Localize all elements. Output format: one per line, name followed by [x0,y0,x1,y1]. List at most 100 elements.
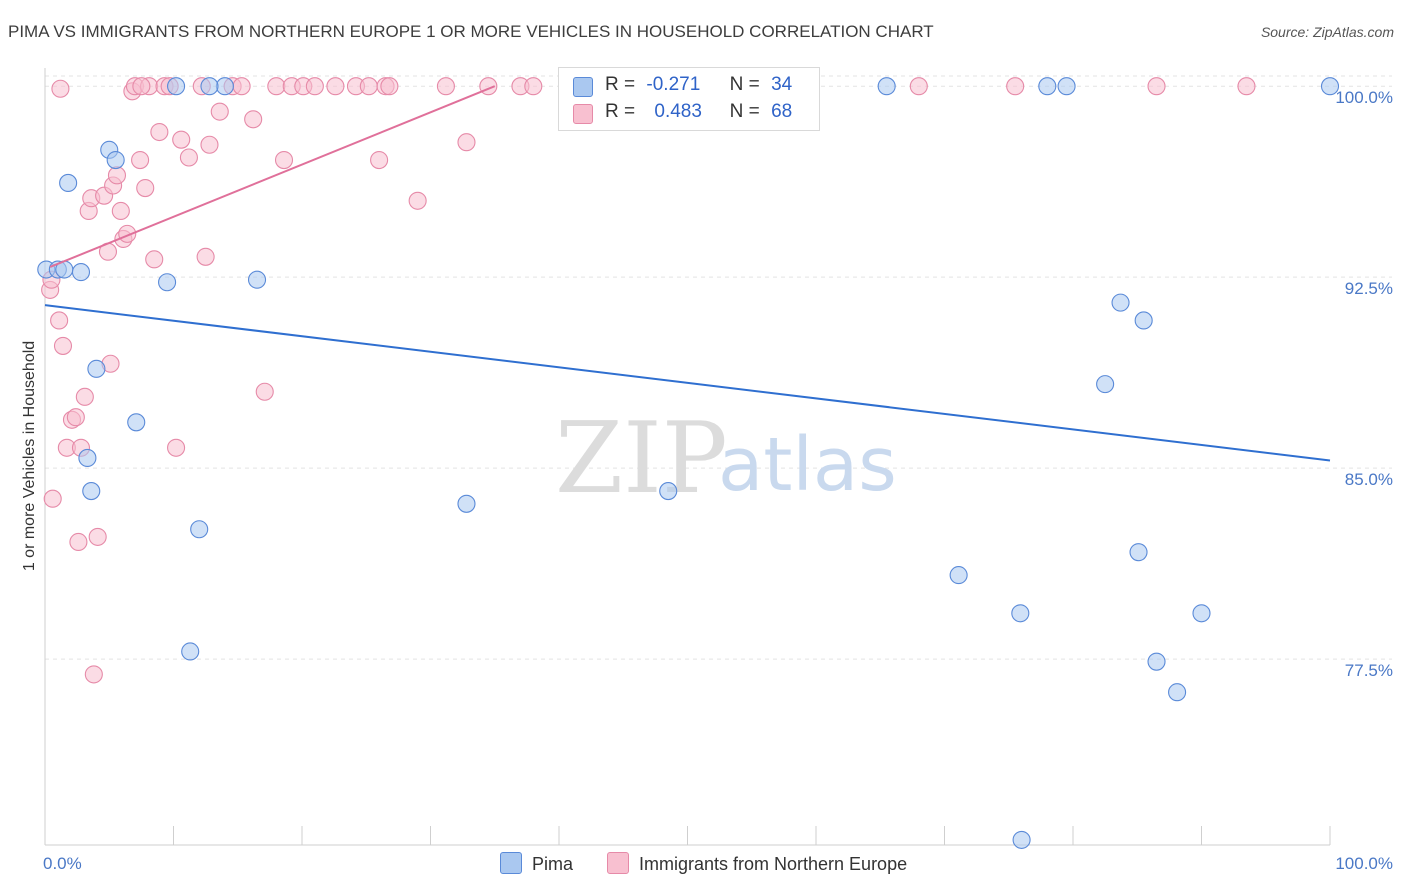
points-immigrants [41,77,1256,684]
immigrants-point [107,166,127,185]
immigrants-point [370,150,389,170]
y-axis-label: 1 or more Vehicles in Household [21,341,38,571]
immigrants-legend-swatch [607,852,629,874]
pima-trendline [44,304,1331,462]
y-tick-label: 77.5% [1345,661,1393,680]
gridlines [45,75,1392,660]
immigrants-point [274,150,294,170]
pima-point [1147,652,1166,671]
immigrants-point [359,77,378,96]
immigrants-point [50,311,69,330]
pima-point [78,448,97,468]
pima-legend-label: Pima [532,854,574,874]
immigrants-point [210,102,229,121]
legend-item-immigrants: Immigrants from Northern Europe [607,852,907,875]
legend-row-immigrants: R = 0.483 N = 68 [573,101,793,127]
immigrants-point [111,201,130,221]
pima-point [1057,77,1076,96]
series-legend: Pima Immigrants from Northern Europe [0,852,1406,878]
immigrants-point [150,122,169,142]
y-tick-label: 100.0% [1335,88,1393,107]
pima-point [190,520,209,539]
n-label: N = [729,101,760,122]
pima-point [106,150,125,170]
immigrants-point [244,110,263,129]
pima-point [1168,683,1187,702]
immigrants-point [179,148,198,167]
watermark-atlas: atlas [718,422,897,508]
pima-point [59,173,78,193]
immigrants-point [232,77,251,96]
pima-point [1011,604,1030,623]
immigrants-point [172,130,191,149]
immigrants-point [43,489,62,508]
immigrants-point [75,387,94,406]
pima-point [181,642,200,661]
axes [44,68,1331,846]
immigrants-point [66,408,85,427]
immigrants-point [167,438,186,457]
immigrants-point [196,247,215,266]
y-tick-labels: 77.5% 85.0% 92.5% 100.0% [1335,88,1393,680]
immigrants-point [132,77,151,96]
immigrants-point [1237,77,1256,96]
pima-point [949,566,968,585]
immigrants-point [255,382,274,401]
r-label: R = [605,74,636,95]
immigrants-point [380,77,399,96]
pima-point [215,77,234,96]
chart-title: PIMA VS IMMIGRANTS FROM NORTHERN EUROPE … [8,22,934,41]
pima-point [1111,293,1130,312]
trendlines [44,85,1331,462]
pima-point [82,482,101,501]
immigrants-point [84,665,103,684]
immigrants-point [145,250,164,269]
chart-source: Source: ZipAtlas.com [1260,24,1394,40]
y-tick-label: 92.5% [1345,279,1393,298]
x-tick-label: 100.0% [1335,854,1393,873]
pima-point [1038,77,1057,96]
immigrants-point [1147,77,1166,96]
immigrants-point [408,191,427,210]
pima-n-value: 34 [771,74,793,95]
immigrants-legend-label: Immigrants from Northern Europe [639,854,908,874]
immigrants-point [88,527,107,546]
x-tick-labels: 0.0% 100.0% [43,854,1393,873]
watermark-zip: ZIP [555,402,728,516]
pima-point [247,270,267,289]
legend-row-pima: R = -0.271 N = 34 [573,74,793,100]
immigrants-swatch [573,104,593,124]
immigrants-n-value: 68 [771,101,793,122]
pima-point [457,494,476,513]
immigrants-point [200,135,219,154]
immigrants-point [436,77,455,96]
immigrants-point [51,79,70,98]
pima-point [200,77,219,96]
correlation-legend: R = -0.271 N = 34 R = 0.483 N = 68 [558,67,820,131]
pima-r-value: -0.271 [646,74,701,95]
x-tick-label: 0.0% [43,854,82,873]
immigrants-r-value: 0.483 [654,101,702,122]
pima-point [87,359,106,378]
pima-point [1134,311,1153,330]
immigrants-point [267,77,286,96]
immigrants-point [524,77,543,96]
pima-point [1320,77,1340,96]
immigrants-trendline [49,85,496,268]
watermark: ZIP atlas [555,402,897,516]
pima-point [1012,830,1031,849]
immigrants-point [136,178,155,198]
pima-point [127,413,146,432]
pima-point [877,77,896,96]
immigrants-point [53,336,73,355]
points-pima [37,77,1340,849]
pima-point [158,273,177,292]
y-tick-label: 85.0% [1345,470,1393,489]
pima-point [1192,604,1211,623]
immigrants-point [131,150,150,170]
pima-swatch [573,77,593,97]
immigrants-point [69,532,88,552]
pima-point [1096,375,1115,394]
pima-point [659,482,678,501]
